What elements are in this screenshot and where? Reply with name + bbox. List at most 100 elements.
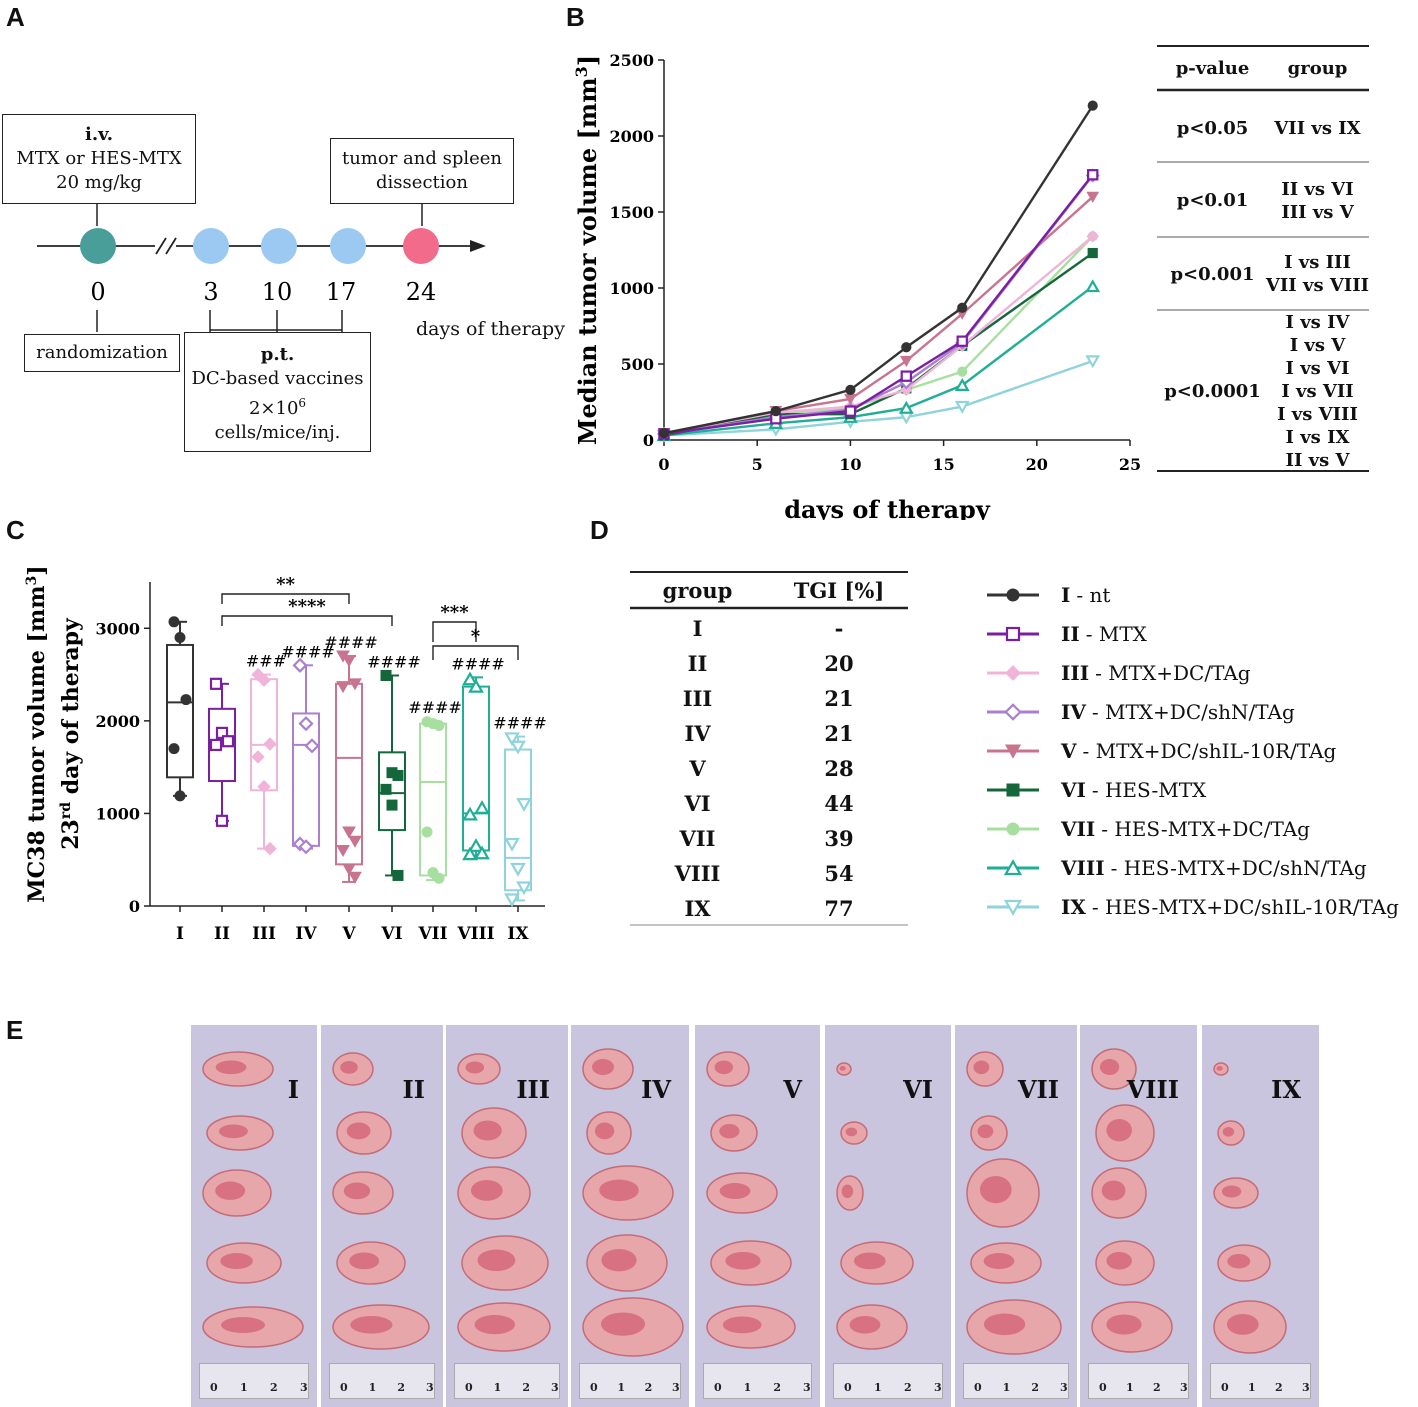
tgi-row-group: IX [684,896,711,921]
data-point-V [336,844,350,857]
photo-panel-VII: VII 0 1 2 3 [955,1025,1077,1407]
legend-label: - MTX+DC/shN/TAg [1091,700,1295,724]
data-point-VIII [898,400,914,414]
legend-label: - HES-MTX [1091,778,1207,802]
tgi-row-group: V [689,756,706,781]
legend-item-IX: IX - HES-MTX+DC/shIL-10R/TAg [985,892,1399,922]
legend-marker-V [1004,744,1022,759]
data-point-VIII [462,671,478,686]
iv-dot [80,228,116,264]
x-tick-label: 5 [752,455,763,474]
data-point-II [209,738,223,752]
x-tick-label: VII [417,924,447,944]
day-label-10: 10 [262,278,293,306]
legend-label: - MTX [1085,622,1147,646]
pt-line2: 2×106 [248,396,307,419]
pvalue-row-p: p<0.001 [1170,264,1255,285]
pvalue-row-group: II vs VI [1281,179,1354,200]
data-point-IV [292,657,308,673]
tgi-header-value: TGI [%] [793,578,885,603]
data-point-IX [510,862,526,877]
pvalue-row-p: p<0.01 [1176,190,1249,211]
tgi-row-group: VI [684,791,711,816]
panel-letter-e: E [6,1015,24,1045]
hash-label-IV: #### [281,642,335,661]
randomization-box: randomization [24,334,180,372]
box-IV [292,712,320,847]
legend-marker-IX [1003,899,1023,916]
tgi-row-group: VIII [674,861,721,886]
panel-letter-d: D [590,515,609,545]
data-point-VI [392,869,404,881]
x-tick-label: VI [380,924,402,944]
significance-bracket [221,593,350,604]
tgi-header-group: group [662,578,733,603]
y-tick-label: 0 [643,431,654,450]
series-line-III [663,235,1094,435]
y-tick-label: 1000 [609,279,654,298]
data-point-V [1086,191,1100,203]
svg-text:MC38 tumor volume [mm3]: MC38 tumor volume [mm3] [24,565,50,902]
data-point-I [174,790,186,802]
data-point-VII [957,366,968,377]
legend-label: - HES-MTX+DC/shIL-10R/TAg [1091,895,1399,919]
data-point-VIII [462,806,478,821]
legend-label: - MTX+DC/shIL-10R/TAg [1082,739,1337,763]
pvalue-row-group: VII vs VIII [1265,275,1370,296]
data-point-IV [298,716,314,732]
data-point-VII [433,872,445,884]
photo-panel-VIII: VIII 0 1 2 3 [1080,1025,1197,1407]
day-label-0: 0 [90,278,105,306]
legend-marker-IV [1004,703,1022,721]
vaccine-dot-1 [193,228,229,264]
box-chart: 0 1000 2000 3000 MC38 tumor volume [mm3] 23rd… [24,565,547,944]
legend-item-II: II - MTX [985,619,1147,649]
data-point-VIII [474,800,490,814]
y-tick-label: 2000 [609,127,654,146]
legend-item-V: V - MTX+DC/shIL-10R/TAg [985,736,1336,766]
pt-line1: DC-based vaccines [191,368,364,389]
x-tick-label: 0 [658,455,669,474]
tgi-row-group: IV [684,721,711,746]
data-point-V [899,355,913,368]
data-point-I [174,632,186,644]
tgi-row-group: II [687,651,708,676]
photo-panel-IX: IX 0 1 2 3 [1202,1025,1319,1407]
x-tick-label: 20 [1026,455,1048,474]
series-line-IX [663,359,1094,437]
photo-label: IX [1271,1075,1301,1104]
data-point-VI [392,769,404,781]
photo-panel-IV: IV 0 1 2 3 [571,1025,689,1407]
data-point-IX [510,740,526,755]
timeline-axis: 0 3 10 17 24 [37,204,486,332]
x-axis-label: days of therapy [784,495,991,520]
legend-item-VI: VI - HES-MTX [985,775,1206,805]
hash-label-VI: #### [367,652,421,671]
data-point-V [348,835,362,848]
pvalue-row-group: VII vs IX [1274,118,1361,139]
data-point-I [901,342,912,353]
legend-item-III: III - MTX+DC/TAg [985,658,1251,688]
box-VIII [462,685,490,852]
svg-text:23rd day of therapy: 23rd day of therapy [58,617,84,850]
data-point-I [957,302,968,313]
data-point-III [263,737,277,751]
pvalue-row-group: I vs VI [1285,358,1350,379]
pvalue-row-group: I vs VII [1281,381,1354,402]
legend-marker-III [1005,665,1021,681]
photo-panel-II: II 0 1 2 3 [321,1025,443,1407]
data-point-III [257,779,271,794]
iv-box: i.v. MTX or HES-MTX 20 mg/kg [2,114,196,204]
legend-item-VIII: VIII - HES-MTX+DC/shN/TAg [985,853,1367,883]
line-chart: 0 500 1000 1500 2000 2500 0 5 10 15 20 25 days of th… [572,51,1142,520]
photo-label: VI [903,1075,933,1104]
series-line-VIII [663,285,1094,437]
data-point-V [342,863,356,876]
pvalue-row-group: II vs V [1285,450,1350,471]
dissection-box: tumor and spleen dissection [330,138,514,204]
data-point-I [845,384,856,395]
